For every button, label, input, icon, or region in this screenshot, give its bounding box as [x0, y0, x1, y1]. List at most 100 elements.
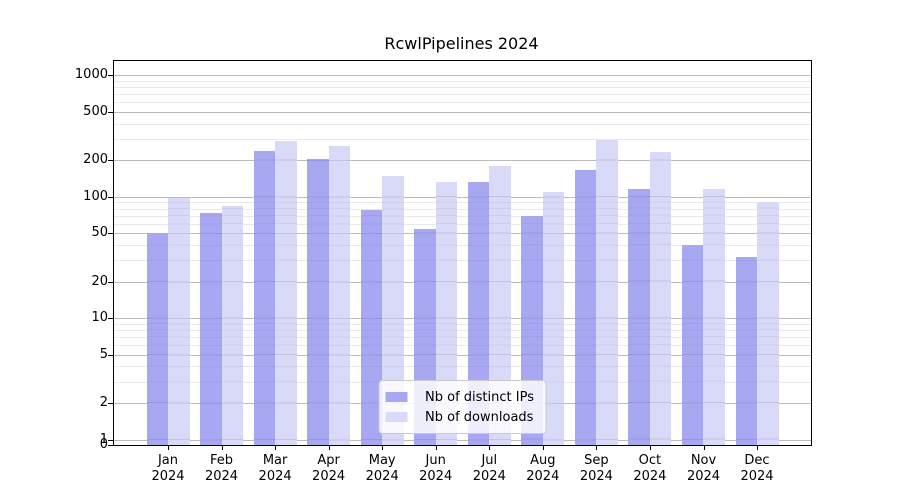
bar-nb-of-downloads-feb-2024 [221, 205, 244, 445]
bar-nb-of-downloads-oct-2024 [649, 152, 672, 445]
bar-nb-of-downloads-jul-2024 [489, 166, 511, 445]
bar-nb-of-distinct-ips-dec-2024 [735, 256, 757, 445]
bar-nb-of-distinct-ips-oct-2024 [628, 189, 650, 445]
x-tick-may-2024 [382, 446, 384, 450]
y-tick-label-500: 500 [83, 103, 108, 119]
x-tick-jul-2024 [489, 446, 491, 450]
x-tick-label-dec-2024: Dec 2024 [740, 453, 774, 484]
gridline-minor-7 [114, 336, 811, 338]
legend-swatch-distinct-ips [385, 392, 408, 402]
bar-nb-of-downloads-nov-2024 [703, 189, 725, 445]
x-tick-label-apr-2024: Apr 2024 [312, 453, 346, 484]
bar-nb-of-distinct-ips-feb-2024 [200, 212, 222, 445]
x-tick-apr-2024 [328, 446, 330, 450]
y-tick-label-10: 10 [91, 310, 108, 326]
y-tick-label-0: 0 [99, 437, 108, 452]
bar-nb-of-distinct-ips-mar-2024 [253, 151, 276, 445]
bar-nb-of-distinct-ips-may-2024 [360, 209, 383, 445]
x-tick-jun-2024 [435, 446, 437, 450]
legend-label-downloads: Nb of downloads [425, 409, 534, 425]
y-tick-2 [108, 403, 113, 404]
bar-nb-of-distinct-ips-apr-2024 [307, 158, 329, 445]
bar-nb-of-downloads-apr-2024 [328, 145, 351, 445]
gridline-major-100 [114, 196, 811, 198]
gridline-minor-900 [114, 80, 811, 82]
x-tick-label-mar-2024: Mar 2024 [258, 453, 292, 484]
legend-swatch-downloads [385, 412, 408, 422]
gridline-minor-600 [114, 102, 811, 104]
gridline-minor-300 [114, 138, 811, 140]
y-tick-0 [108, 445, 113, 446]
x-tick-label-aug-2024: Aug 2024 [526, 453, 560, 484]
gridline-minor-800 [114, 87, 811, 89]
chart-title: RcwlPipelines 2024 [384, 34, 539, 53]
y-tick-label-50: 50 [91, 225, 108, 241]
legend-label-distinct-ips: Nb of distinct IPs [425, 389, 534, 405]
gridline-minor-400 [114, 123, 811, 125]
bar-nb-of-downloads-may-2024 [382, 175, 404, 445]
x-tick-jan-2024 [168, 446, 169, 450]
gridline-minor-70 [114, 215, 811, 217]
bar-nb-of-downloads-jan-2024 [168, 197, 190, 445]
y-tick-1000 [108, 75, 113, 77]
gridline-minor-9 [114, 323, 811, 325]
bar-nb-of-distinct-ips-jul-2024 [467, 181, 490, 445]
gridline-major-200 [114, 160, 811, 162]
bar-nb-of-downloads-sep-2024 [596, 140, 618, 445]
y-tick-label-1000: 1000 [74, 67, 108, 83]
gridline-major-500 [114, 111, 811, 113]
gridline-major-5 [114, 354, 811, 356]
y-tick-label-5: 5 [99, 346, 108, 362]
legend-item-downloads: Nb of downloads [385, 407, 534, 427]
gridline-minor-90 [114, 202, 811, 204]
x-tick-sep-2024 [596, 446, 598, 450]
x-tick-oct-2024 [649, 446, 651, 450]
x-tick-label-jun-2024: Jun 2024 [419, 453, 453, 484]
bar-nb-of-distinct-ips-jan-2024 [146, 233, 168, 445]
y-tick-5 [108, 354, 113, 356]
y-tick-20 [108, 281, 113, 283]
x-tick-label-feb-2024: Feb 2024 [204, 453, 239, 484]
gridline-major-1000 [114, 75, 811, 77]
y-tick-1 [108, 439, 113, 441]
x-tick-nov-2024 [703, 446, 705, 450]
bar-nb-of-distinct-ips-sep-2024 [574, 169, 597, 445]
bar-nb-of-distinct-ips-nov-2024 [681, 245, 704, 445]
y-tick-label-2: 2 [99, 395, 108, 410]
x-tick-label-oct-2024: Oct 2024 [633, 453, 667, 484]
x-tick-feb-2024 [221, 446, 223, 450]
gridline-major-50 [114, 233, 811, 235]
y-tick-label-100: 100 [83, 188, 108, 204]
gridline-minor-80 [114, 208, 811, 210]
x-tick-label-jan-2024: Jan 2024 [151, 453, 185, 484]
y-tick-10 [108, 318, 113, 320]
gridline-major-20 [114, 281, 811, 283]
legend: Nb of distinct IPs Nb of downloads [378, 380, 547, 434]
gridline-major-1 [114, 439, 811, 441]
y-tick-label-1: 1 [99, 431, 108, 447]
x-tick-aug-2024 [542, 446, 544, 450]
gridline-minor-40 [114, 245, 811, 246]
y-tick-100 [108, 196, 113, 198]
bar-nb-of-downloads-aug-2024 [542, 191, 565, 445]
bar-nb-of-downloads-mar-2024 [275, 140, 297, 445]
bar-nb-of-downloads-dec-2024 [757, 202, 779, 445]
gridline-minor-4 [114, 366, 811, 368]
x-tick-mar-2024 [275, 446, 277, 450]
y-tick-50 [108, 233, 113, 235]
gridline-major-10 [114, 318, 811, 320]
gridline-minor-6 [114, 345, 811, 346]
x-tick-label-sep-2024: Sep 2024 [579, 453, 613, 484]
gridline-minor-60 [114, 223, 811, 225]
gridline-minor-30 [114, 260, 811, 262]
gridline-minor-700 [114, 94, 811, 96]
x-tick-label-jul-2024: Jul 2024 [472, 453, 506, 484]
y-tick-200 [108, 160, 113, 162]
x-tick-label-nov-2024: Nov 2024 [686, 453, 721, 484]
bar-nb-of-downloads-jun-2024 [435, 182, 458, 445]
y-tick-label-200: 200 [83, 152, 108, 168]
x-tick-label-may-2024: May 2024 [365, 453, 399, 484]
y-tick-label-20: 20 [91, 273, 108, 289]
